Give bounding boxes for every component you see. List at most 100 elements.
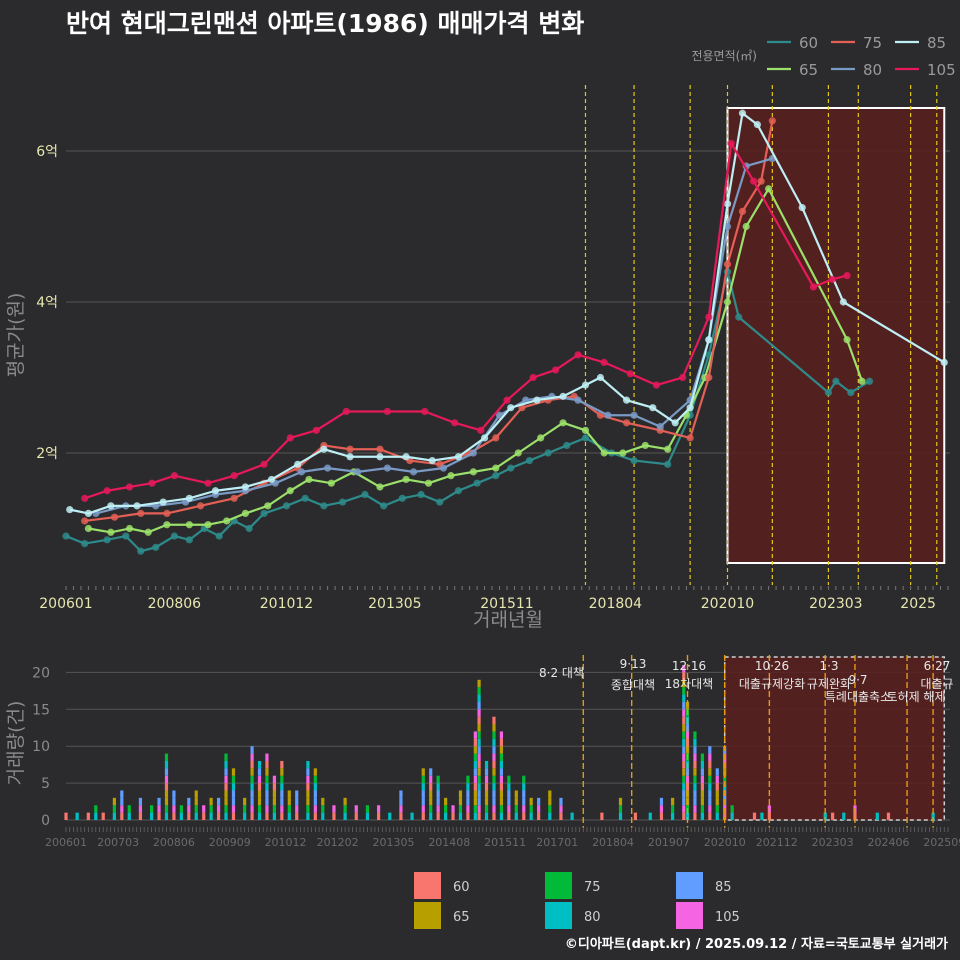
volume-bar [477, 679, 481, 688]
volume-legend-label-80: 80 [584, 910, 601, 925]
volume-bar [529, 805, 533, 813]
volume-bar [499, 805, 504, 813]
volume-bar-chart: 8·2 대책 9·13 종합대책 12·16 18차대책 10·26 대출규제강화 1·3 규제… [5, 655, 960, 849]
series-point-60 [260, 509, 268, 517]
series-point-85 [402, 453, 410, 461]
volume-bar [295, 790, 299, 798]
volume-bar [421, 805, 425, 813]
price-x-tick-label: 2025 [900, 596, 936, 612]
series-point-60 [380, 502, 388, 510]
series-point-65 [619, 449, 627, 457]
volume-bar [499, 753, 504, 761]
volume-bar [443, 797, 448, 806]
volume-bar [618, 797, 623, 806]
series-point-105 [600, 358, 608, 366]
volume-bar [715, 805, 719, 813]
volume-bar [112, 797, 116, 806]
volume-bar [715, 775, 719, 784]
series-point-65 [559, 419, 567, 427]
volume-bar [164, 775, 169, 784]
series-point-80 [574, 396, 582, 404]
volume-bar [287, 790, 291, 798]
series-point-60 [473, 479, 481, 487]
price-x-tick-label: 201511 [480, 596, 533, 612]
volume-bar [886, 812, 891, 820]
series-point-60 [581, 434, 590, 442]
series-point-60 [245, 524, 253, 533]
volume-bar [250, 812, 254, 820]
volume-bar [458, 797, 463, 806]
volume-bar [492, 775, 496, 784]
volume-bar [257, 805, 262, 813]
series-point-85 [705, 336, 713, 344]
series-point-80 [409, 468, 418, 476]
volume-bar [224, 768, 228, 776]
volume-bar [231, 768, 236, 776]
volume-bar [313, 775, 317, 784]
volume-bar [343, 812, 347, 820]
volume-y-tick-label: 0 [41, 813, 50, 829]
volume-bar [499, 746, 504, 754]
volume-bar [257, 768, 262, 776]
volume-bar [280, 768, 284, 776]
volume-bar [120, 805, 124, 813]
volume-bar [287, 797, 291, 806]
volume-bar [477, 709, 481, 717]
volume-bar [332, 812, 336, 820]
volume-bar [466, 812, 470, 820]
volume-bar [224, 753, 228, 761]
volume-bar [265, 760, 269, 769]
volume-bar [507, 783, 511, 791]
volume-bar [685, 738, 690, 747]
volume-bar [224, 812, 228, 820]
volume-bar [231, 812, 236, 820]
volume-x-tick-label: 201907 [648, 836, 690, 849]
price-y-tick-label: 4억 [36, 295, 58, 311]
volume-bar [436, 783, 440, 791]
volume-annotation-label: 18차대책 [665, 676, 713, 691]
series-point-60 [417, 490, 425, 499]
volume-bar [529, 797, 533, 806]
volume-bar [671, 797, 675, 806]
volume-bar [399, 790, 403, 798]
series-point-85 [596, 373, 605, 382]
volume-bar [700, 753, 704, 761]
volume-bar [682, 679, 686, 688]
volume-bar [187, 797, 191, 806]
volume-bar [306, 812, 310, 820]
volume-x-tick-label: 201804 [592, 836, 634, 849]
series-point-60 [282, 502, 291, 510]
volume-x-tick-label: 200601 [45, 836, 87, 849]
volume-bar [682, 694, 686, 702]
series-point-105 [477, 426, 485, 434]
series-point-65 [327, 479, 335, 487]
series-point-80 [383, 464, 392, 472]
volume-bar [172, 797, 176, 806]
volume-bar [436, 775, 440, 784]
series-point-60 [824, 389, 833, 397]
series-point-85 [480, 434, 489, 442]
series-point-60 [361, 490, 369, 499]
volume-bar [257, 812, 262, 820]
series-point-105 [342, 407, 350, 416]
volume-bars [64, 665, 935, 820]
volume-bar [250, 760, 254, 769]
volume-bar [693, 753, 697, 761]
volume-bar [618, 805, 623, 813]
volume-annotation-label: 9·7 [848, 673, 867, 687]
volume-bar [209, 797, 213, 806]
series-point-105 [383, 407, 392, 416]
volume-bar [473, 797, 477, 806]
series-point-60 [301, 494, 309, 502]
volume-bar [633, 812, 637, 820]
series-point-60 [454, 487, 463, 495]
volume-bar [700, 760, 704, 769]
volume-bar [365, 812, 370, 820]
volume-bar [507, 812, 511, 820]
volume-bar [421, 775, 425, 784]
series-point-80 [604, 411, 612, 419]
series-point-85 [159, 498, 167, 506]
volume-bar [64, 812, 68, 820]
series-point-85 [346, 453, 354, 461]
price-x-tick-label: 200601 [39, 596, 92, 612]
